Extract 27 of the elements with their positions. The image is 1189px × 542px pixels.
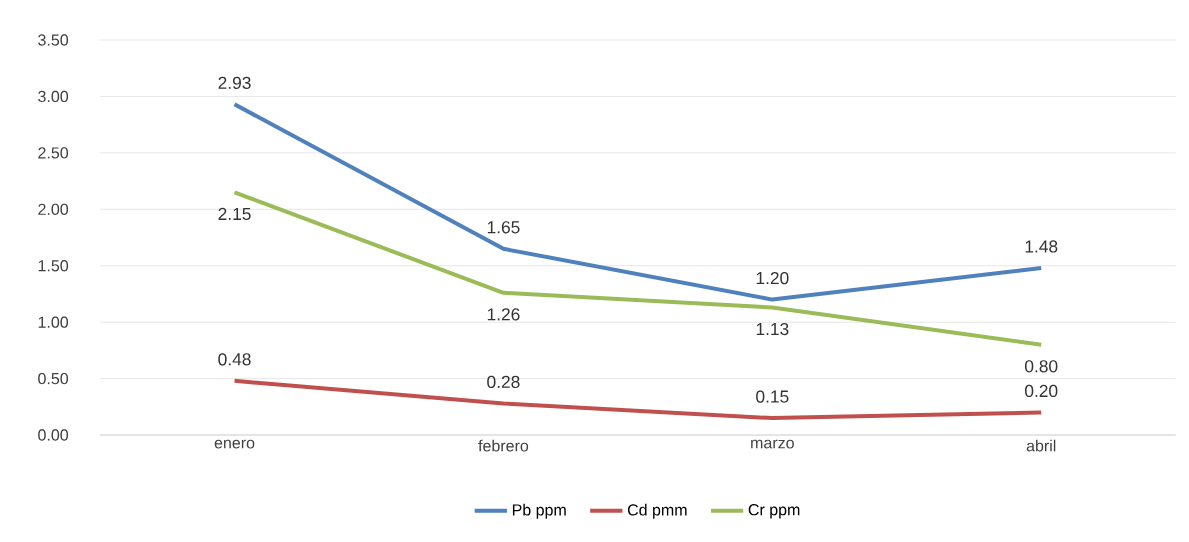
legend-label: Cr ppm <box>748 504 800 519</box>
x-tick-label: abril <box>1026 439 1056 452</box>
data-label: 1.13 <box>756 322 789 336</box>
y-tick-label: 1.50 <box>38 260 69 272</box>
data-label: 2.93 <box>218 76 251 90</box>
y-tick-label: 3.00 <box>38 90 69 103</box>
data-label: 0.80 <box>1025 360 1058 373</box>
x-tick-label: febrero <box>478 439 529 452</box>
x-tick-label: enero <box>214 439 255 449</box>
data-label: 1.48 <box>1025 240 1058 253</box>
y-tick-label: 0.00 <box>38 429 69 441</box>
x-tick-label: marzo <box>751 439 794 449</box>
y-tick-label: 1.00 <box>38 316 69 328</box>
data-label: 0.20 <box>1025 384 1058 398</box>
data-label: 2.15 <box>218 207 251 221</box>
y-tick-label: 2.50 <box>38 147 69 159</box>
y-tick-label: 0.50 <box>38 373 69 385</box>
data-label: 0.28 <box>487 375 520 389</box>
data-label: 0.48 <box>218 353 251 366</box>
legend-label: Pb ppm <box>512 503 566 519</box>
legend-label: Cd pmm <box>627 503 687 519</box>
data-label: 0.15 <box>756 390 789 403</box>
y-tick-label: 3.50 <box>38 34 69 46</box>
data-label: 1.26 <box>487 308 520 321</box>
data-label: 1.20 <box>756 272 789 285</box>
data-label: 1.65 <box>487 221 520 234</box>
y-tick-label: 2.00 <box>38 203 69 216</box>
